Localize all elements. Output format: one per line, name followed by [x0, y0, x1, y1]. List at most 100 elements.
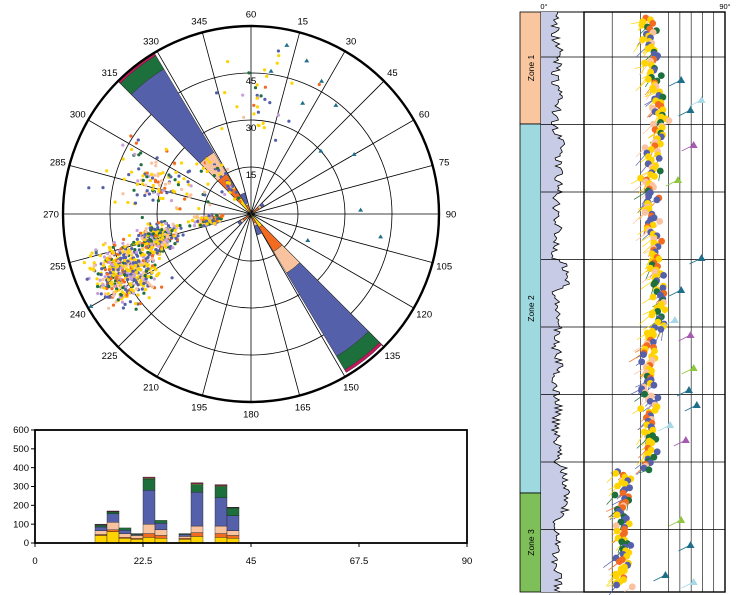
pole-point	[150, 176, 155, 180]
pole-point	[157, 221, 161, 225]
fracture-triangle	[88, 303, 94, 308]
hist-bar-8-3	[178, 534, 192, 537]
y-tick-label-600: 600	[13, 425, 29, 436]
pole-point	[169, 199, 174, 203]
pole-point	[137, 153, 141, 157]
pole-point	[212, 174, 216, 178]
pole-point	[165, 235, 169, 239]
pole-point	[123, 273, 127, 277]
pole-point	[186, 170, 190, 174]
pole-point	[150, 257, 155, 261]
pole-point	[144, 183, 148, 187]
tadpole-head	[661, 306, 669, 313]
pole-point	[123, 302, 127, 306]
tadpole-head	[646, 264, 654, 272]
pole-point	[94, 248, 98, 252]
pole-point	[256, 110, 260, 114]
pole-point	[234, 190, 238, 194]
pole-point	[134, 302, 138, 306]
hist-bar-2-1	[106, 529, 120, 532]
fracture-tail	[681, 367, 694, 375]
pole-point	[150, 242, 154, 246]
fracture-tail	[668, 79, 682, 87]
pole-point	[180, 187, 184, 191]
y-tick-label-0: 0	[24, 538, 29, 549]
pole-point	[175, 224, 179, 228]
pole-point	[158, 196, 162, 200]
pole-point	[182, 177, 186, 181]
pole-point	[157, 256, 162, 261]
fracture-triangle	[358, 207, 364, 212]
fracture-tail	[668, 289, 682, 297]
pole-point	[206, 200, 210, 204]
pole-point	[151, 187, 155, 191]
pole-point	[135, 182, 139, 186]
pole-point	[123, 245, 127, 249]
pole-point	[133, 248, 137, 252]
pole-point	[161, 189, 165, 193]
tadpole-head	[660, 272, 667, 279]
pole-point	[132, 258, 137, 262]
pole-point	[96, 272, 100, 276]
fracture-tail	[689, 99, 702, 107]
pole-point	[287, 119, 291, 123]
hist-bar-5-6	[142, 476, 156, 479]
pole-point	[186, 180, 190, 184]
tadpole-head	[649, 293, 657, 301]
pole-point	[135, 241, 139, 246]
pole-point	[140, 263, 144, 267]
pole-point	[172, 234, 176, 238]
hist-bar-11-1	[214, 533, 228, 538]
pole-point	[111, 273, 116, 277]
pole-point	[147, 192, 151, 196]
pole-point	[178, 223, 182, 228]
pole-point	[225, 181, 229, 185]
hist-bar-1-0	[94, 535, 108, 544]
tadpole-head	[613, 527, 621, 535]
pole-point	[135, 228, 139, 233]
hist-bar-5-3	[142, 490, 156, 525]
hist-bar-2-6	[106, 510, 120, 512]
pole-point	[107, 278, 111, 282]
angle-label-285: 285	[50, 158, 66, 169]
pole-point	[116, 298, 120, 302]
pole-point	[235, 105, 239, 109]
pole-point	[208, 203, 212, 207]
pole-point	[135, 287, 139, 291]
tadpole-head	[640, 351, 647, 358]
fracture-triangle	[305, 237, 311, 242]
pole-point	[139, 282, 143, 286]
tadpole-head	[654, 308, 662, 315]
tadpole-head	[611, 491, 619, 499]
pole-point	[200, 216, 204, 220]
pole-point	[171, 222, 175, 226]
tadpole-head	[650, 381, 658, 389]
pole-point	[154, 164, 158, 168]
pole-point	[95, 277, 99, 281]
hist-bar-2-4	[106, 511, 120, 515]
pole-point	[163, 186, 167, 190]
pole-point	[107, 268, 111, 272]
pole-point	[174, 206, 179, 210]
pole-point	[155, 274, 159, 278]
pole-point	[232, 197, 237, 201]
fracture-tail	[662, 319, 676, 327]
pole-point	[98, 278, 102, 282]
pole-point	[113, 200, 117, 204]
tadpole-head	[654, 394, 662, 402]
fracture-triangle	[304, 58, 310, 63]
pole-point	[147, 253, 151, 257]
pole-point	[106, 295, 110, 299]
radius-label-30: 30	[246, 123, 257, 134]
pole-point	[215, 91, 219, 95]
pole-point	[154, 234, 158, 238]
pole-point	[146, 275, 150, 279]
pole-point	[223, 192, 227, 197]
pole-point	[192, 224, 197, 228]
hist-bar-9-2	[190, 525, 204, 533]
angle-label-60: 60	[246, 10, 257, 21]
hist-bar-9-1	[190, 532, 204, 537]
pole-point	[188, 224, 192, 228]
pole-point	[112, 291, 116, 295]
tadpole-head	[613, 511, 621, 519]
